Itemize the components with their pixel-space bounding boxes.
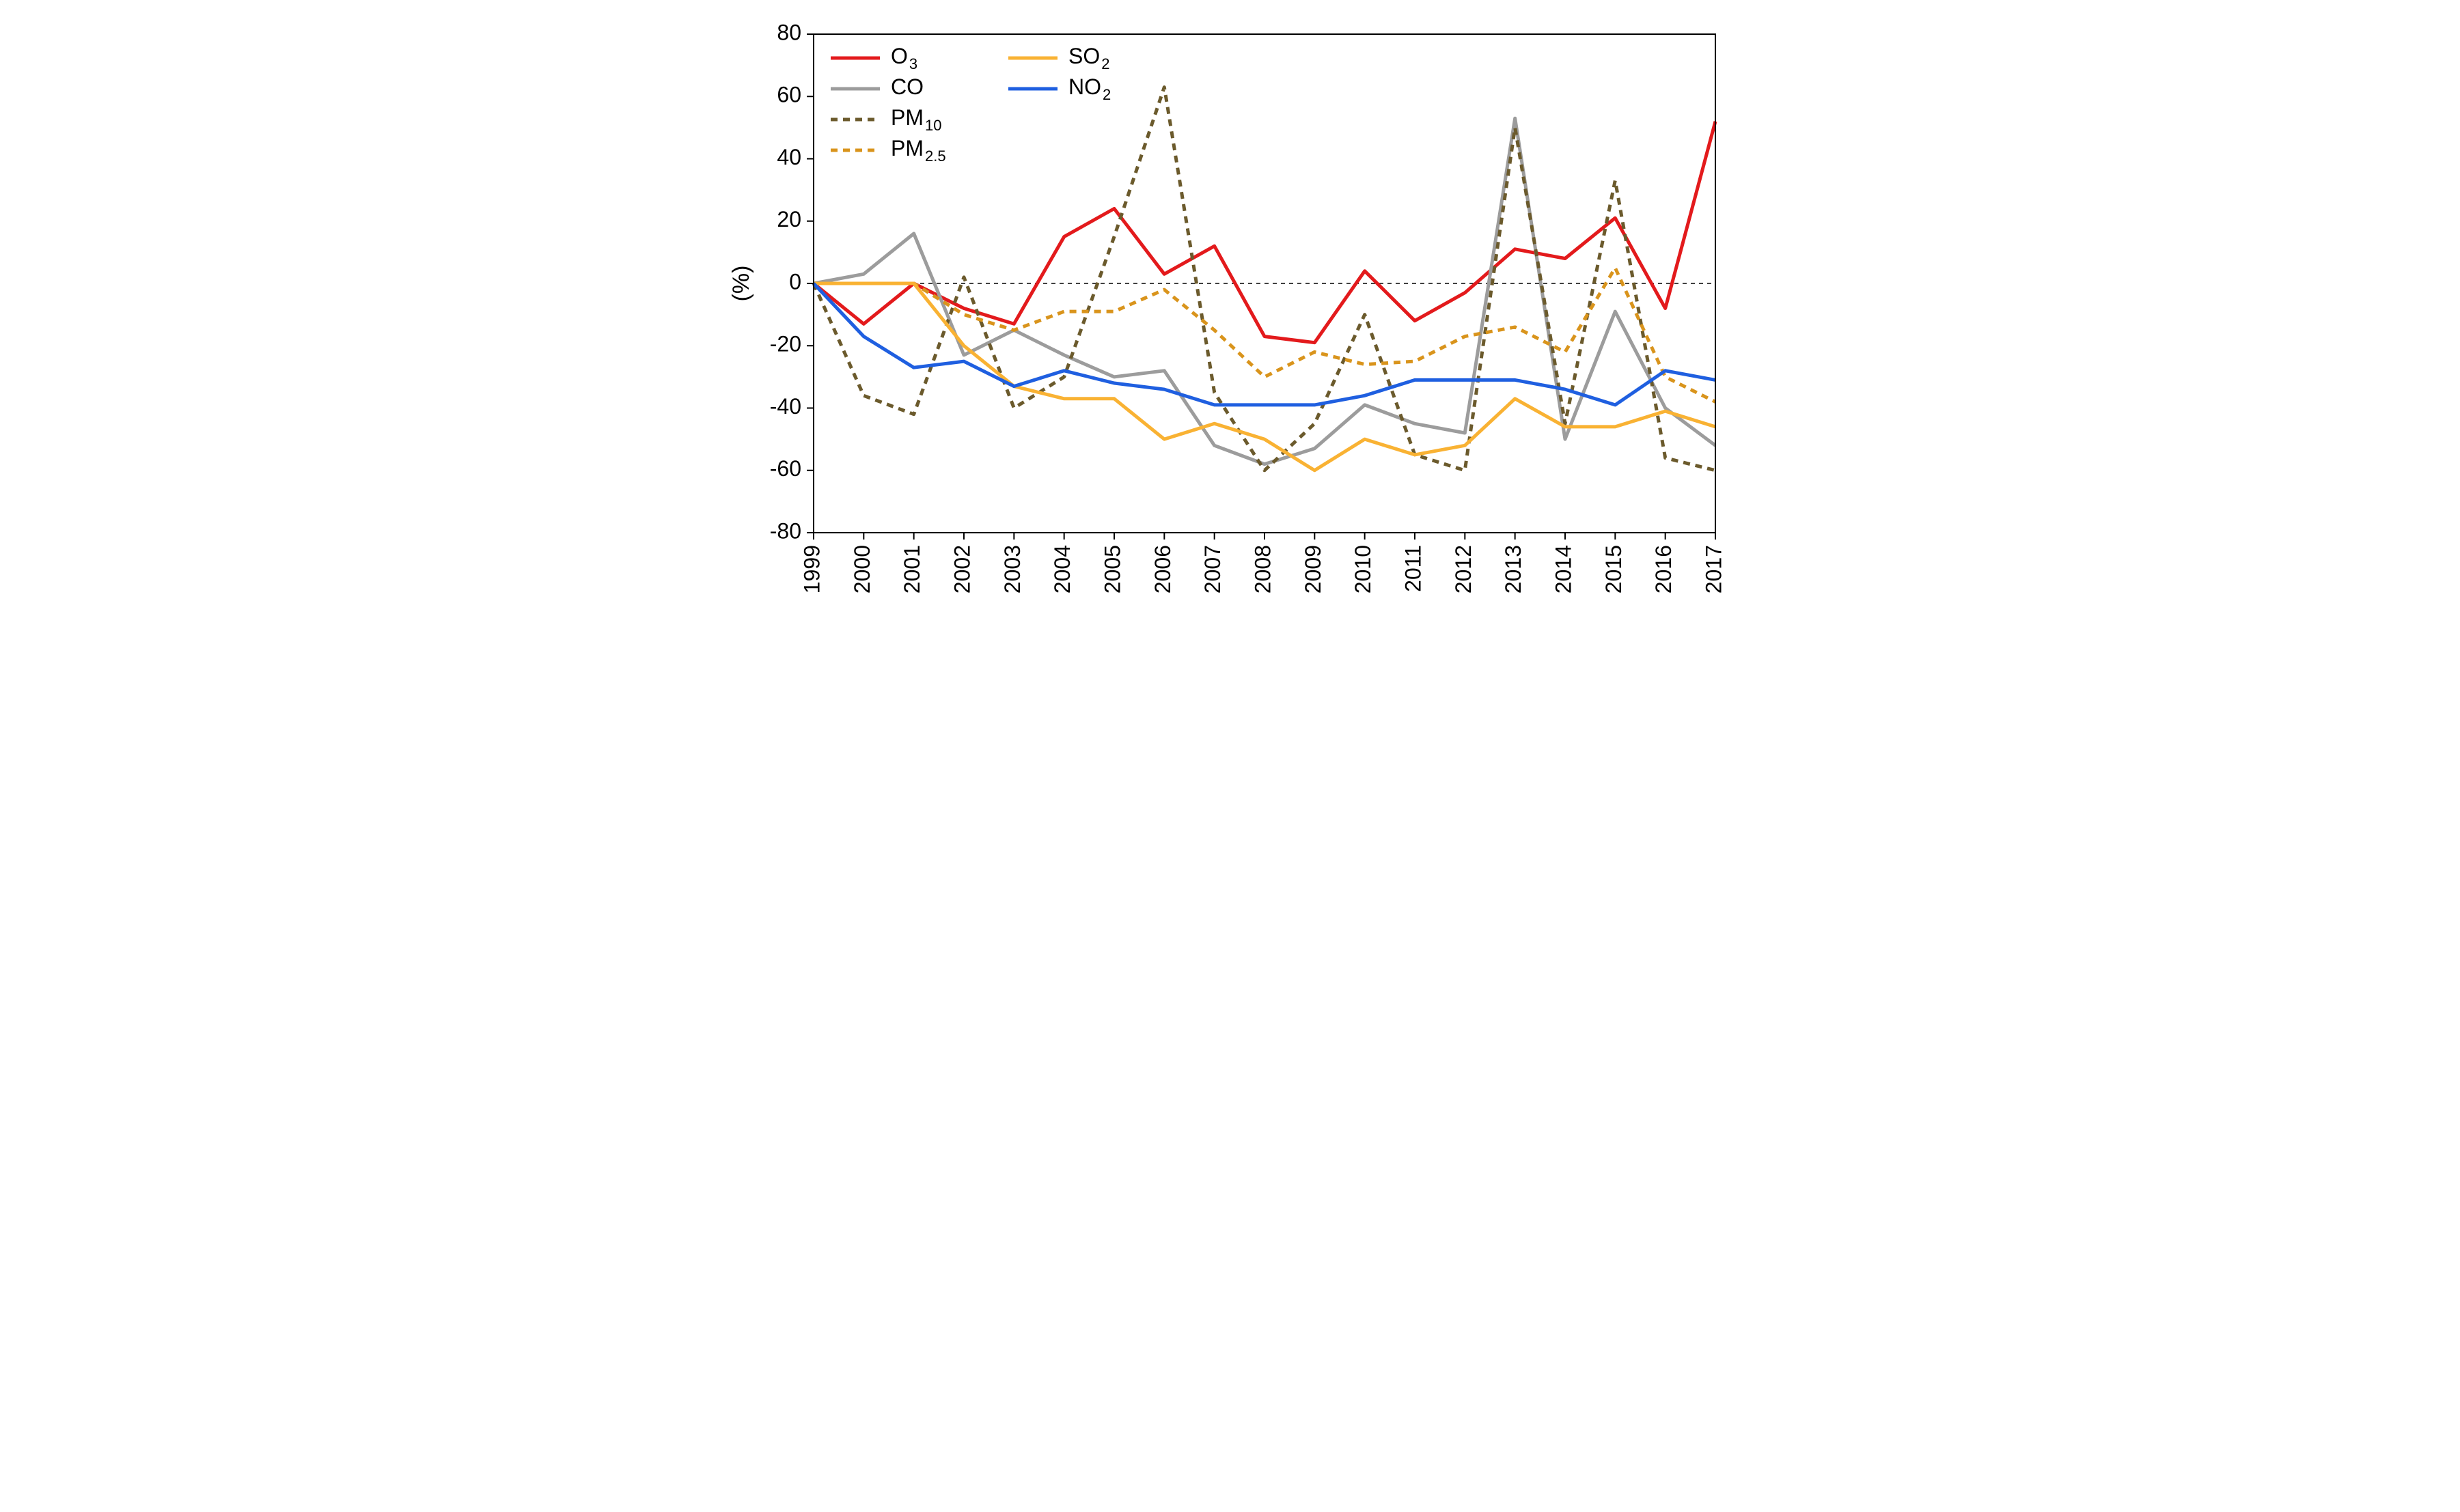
x-tick-label: 1999 [799,545,824,593]
x-tick-label: 2006 [1150,545,1174,593]
y-axis-title: (%) [728,266,754,302]
x-tick-label: 2009 [1300,545,1325,593]
x-tick-label: 2008 [1250,545,1275,593]
x-tick-label: 2004 [1050,545,1075,593]
x-tick-label: 2016 [1651,545,1676,593]
x-tick-label: 2014 [1551,545,1575,593]
x-tick-label: 2015 [1601,545,1625,593]
x-tick-label: 2000 [849,545,874,593]
y-tick-label: 80 [777,20,801,44]
y-tick-label: -60 [769,456,801,481]
y-tick-label: -20 [769,332,801,356]
x-tick-label: 2001 [900,545,924,593]
x-tick-label: 2013 [1501,545,1525,593]
x-tick-label: 2012 [1450,545,1475,593]
legend-label-co: CO [891,74,924,99]
x-tick-label: 2002 [950,545,974,593]
y-tick-label: 40 [777,145,801,169]
pollutant-trend-chart: -80 -60 -40 -20 0 20 40 60 80 (%) 1999 2000 2001 2002… [718,14,1743,642]
y-tick-label: -40 [769,394,801,419]
x-tick-label: 2017 [1701,545,1726,593]
chart-svg: -80 -60 -40 -20 0 20 40 60 80 (%) 1999 2000 2001 2002… [718,14,1743,642]
y-tick-label: 20 [777,207,801,232]
y-tick-label: -80 [769,518,801,543]
x-tick-label: 2011 [1400,545,1425,592]
y-tick-label: 0 [789,269,801,294]
x-tick-label: 2003 [999,545,1024,593]
x-tick-label: 2007 [1200,545,1225,593]
x-tick-label: 2010 [1351,545,1375,593]
x-tick-label: 2005 [1100,545,1124,593]
y-tick-label: 60 [777,83,801,107]
